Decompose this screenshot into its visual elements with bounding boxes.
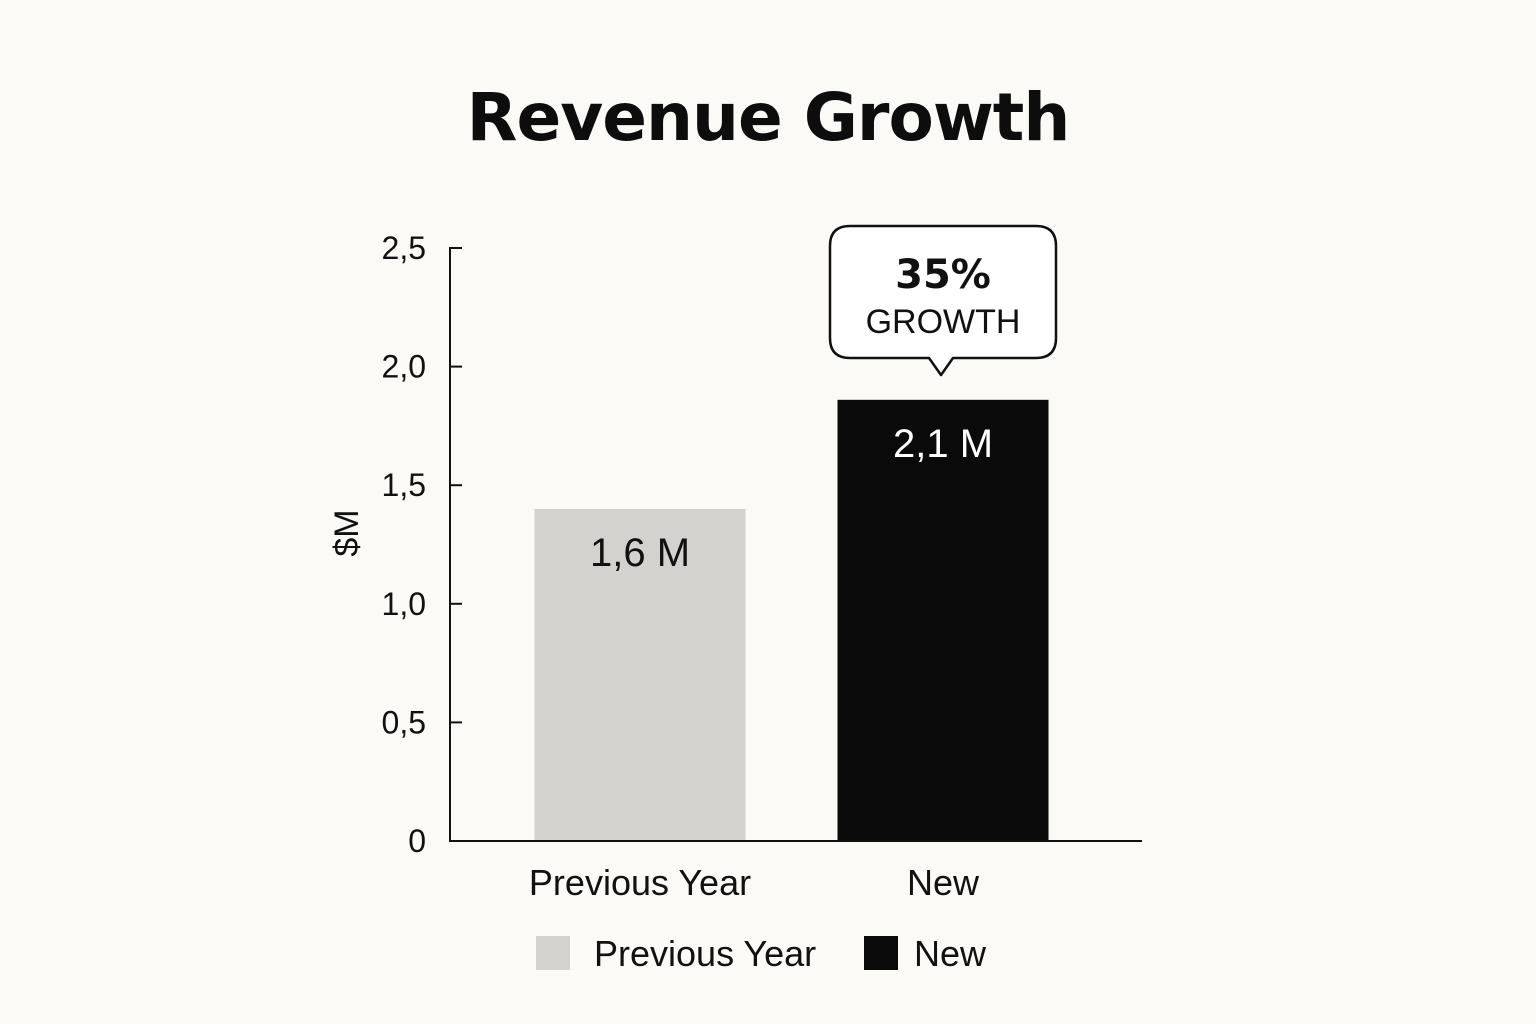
bar-new bbox=[837, 399, 1049, 841]
y-axis-label: $M bbox=[328, 509, 366, 556]
legend-swatch-new bbox=[864, 936, 898, 970]
legend-swatch-previous-year bbox=[536, 936, 570, 970]
legend-label-new: New bbox=[914, 933, 987, 974]
growth-callout: 35% GROWTH bbox=[828, 224, 1058, 377]
legend: Previous Year New bbox=[536, 933, 987, 974]
y-tick-label: 1,0 bbox=[382, 586, 426, 622]
y-tick-label: 2,5 bbox=[382, 230, 426, 266]
y-axis: 0 0,5 1,0 1,5 2,0 2,5 bbox=[382, 230, 462, 859]
callout-bubble bbox=[828, 224, 1058, 377]
x-tick-label-previous-year: Previous Year bbox=[529, 862, 751, 903]
callout-text: GROWTH bbox=[866, 303, 1021, 341]
x-axis-labels: Previous Year New bbox=[529, 862, 980, 903]
callout-value: 35% bbox=[895, 252, 991, 298]
x-tick-label-new: New bbox=[907, 862, 980, 903]
y-tick-label: 1,5 bbox=[382, 467, 426, 503]
bars: 1,6 M 2,1 M bbox=[534, 399, 1049, 841]
y-tick-label: 0,5 bbox=[382, 704, 426, 740]
y-tick-label: 0 bbox=[408, 823, 426, 859]
legend-label-previous-year: Previous Year bbox=[594, 933, 816, 974]
data-label-new: 2,1 M bbox=[893, 422, 993, 466]
y-tick-label: 2,0 bbox=[382, 349, 426, 385]
data-label-previous-year: 1,6 M bbox=[590, 531, 690, 575]
chart-title: Revenue Growth bbox=[466, 79, 1071, 156]
bar-previous-year bbox=[534, 508, 746, 841]
